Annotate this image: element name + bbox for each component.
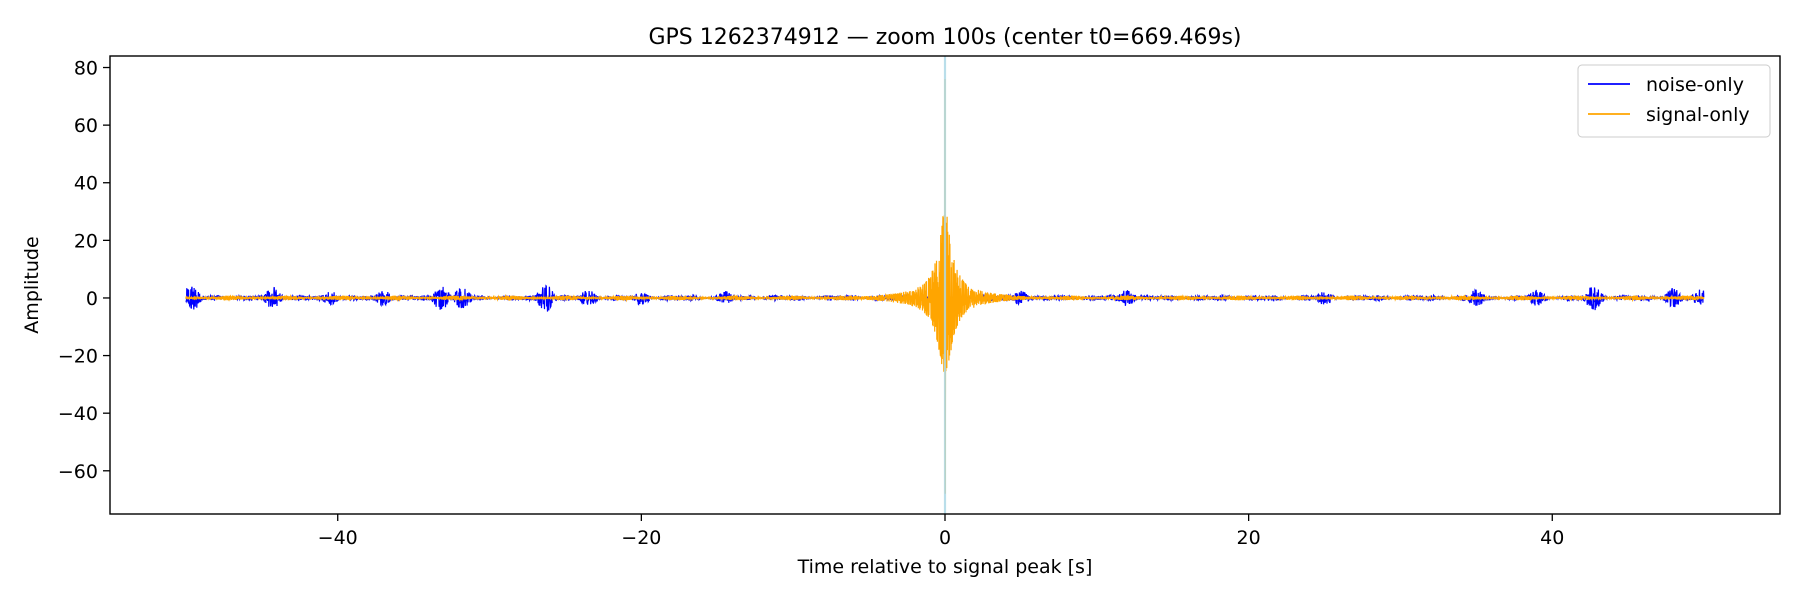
y-tick-label: 40 <box>74 173 98 195</box>
y-tick-label: −60 <box>58 461 98 483</box>
y-tick-label: −40 <box>58 403 98 425</box>
x-tick-label: −40 <box>318 527 358 549</box>
y-tick-label: 0 <box>86 288 98 310</box>
x-axis-label: Time relative to signal peak [s] <box>797 556 1093 578</box>
x-axis: −40 −20 0 20 40 <box>318 514 1564 549</box>
y-tick-label: 20 <box>74 230 98 252</box>
y-axis: −60 −40 −20 0 20 40 60 80 <box>58 58 110 483</box>
y-axis-label: Amplitude <box>21 236 43 333</box>
legend: noise-only signal-only <box>1577 64 1771 138</box>
x-tick-label: 40 <box>1540 527 1564 549</box>
x-tick-label: −20 <box>621 527 661 549</box>
y-tick-label: −20 <box>58 346 98 368</box>
plot-area <box>185 56 1705 514</box>
y-tick-label: 60 <box>74 115 98 137</box>
legend-label-noise-only: noise-only <box>1646 74 1744 96</box>
chart-title: GPS 1262374912 — zoom 100s (center t0=66… <box>648 25 1241 50</box>
legend-label-signal-only: signal-only <box>1646 104 1750 126</box>
legend-box <box>1577 64 1771 138</box>
x-tick-label: 20 <box>1237 527 1261 549</box>
x-tick-label: 0 <box>939 527 951 549</box>
y-tick-label: 80 <box>74 58 98 80</box>
